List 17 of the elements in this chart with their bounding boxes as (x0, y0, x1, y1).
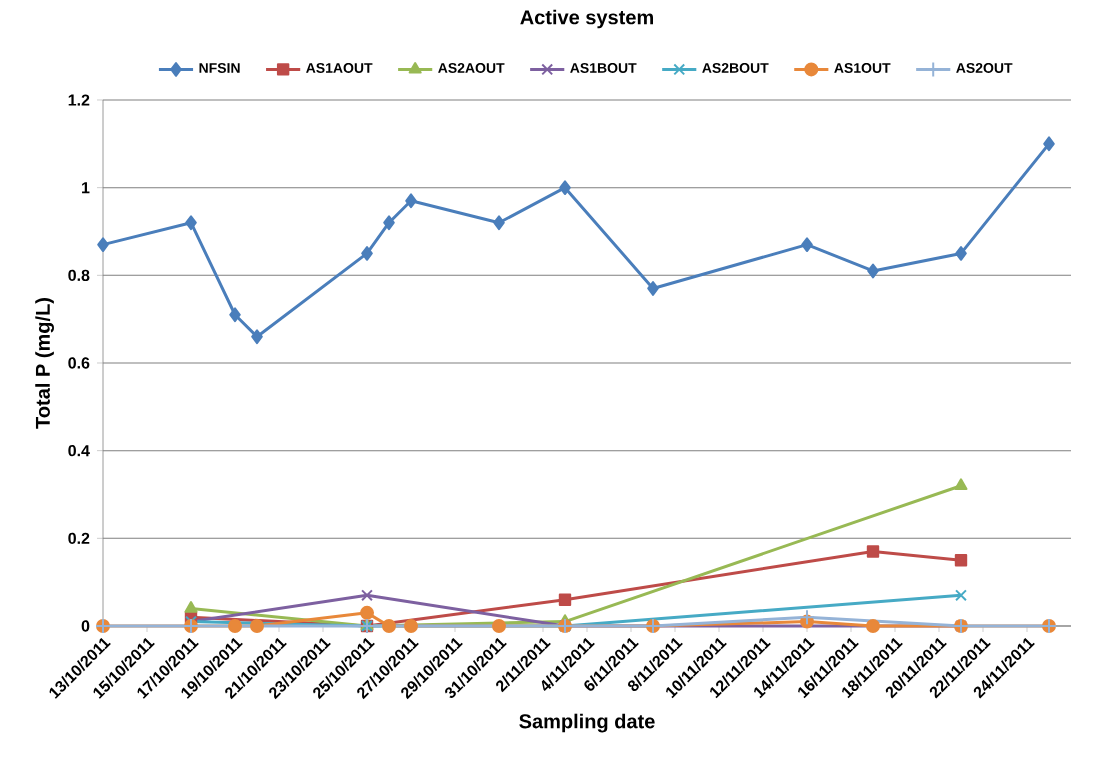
y-tick-label: 1 (82, 182, 90, 194)
legend-label: NFSIN (199, 63, 240, 73)
y-tick-label: 0 (81, 620, 90, 632)
legend-label: AS2AOUT (438, 63, 505, 73)
legend-label: AS1AOUT (306, 63, 373, 73)
x-axis-title: Sampling date (519, 713, 655, 733)
chart-title: Active system (520, 9, 653, 29)
legend-label: AS2BOUT (702, 63, 769, 73)
legend-label: AS2OUT (956, 63, 1013, 73)
y-axis-title: Total P (mg/L) (35, 298, 54, 429)
legend-label: AS1BOUT (570, 63, 637, 73)
y-tick-label: 1.2 (68, 94, 90, 106)
legend-label: AS1OUT (834, 63, 891, 73)
y-tick-label: 0.2 (68, 532, 90, 544)
y-tick-label: 0.6 (68, 357, 90, 369)
y-tick-label: 0.4 (68, 444, 90, 457)
y-tick-label: 0.8 (68, 269, 90, 281)
